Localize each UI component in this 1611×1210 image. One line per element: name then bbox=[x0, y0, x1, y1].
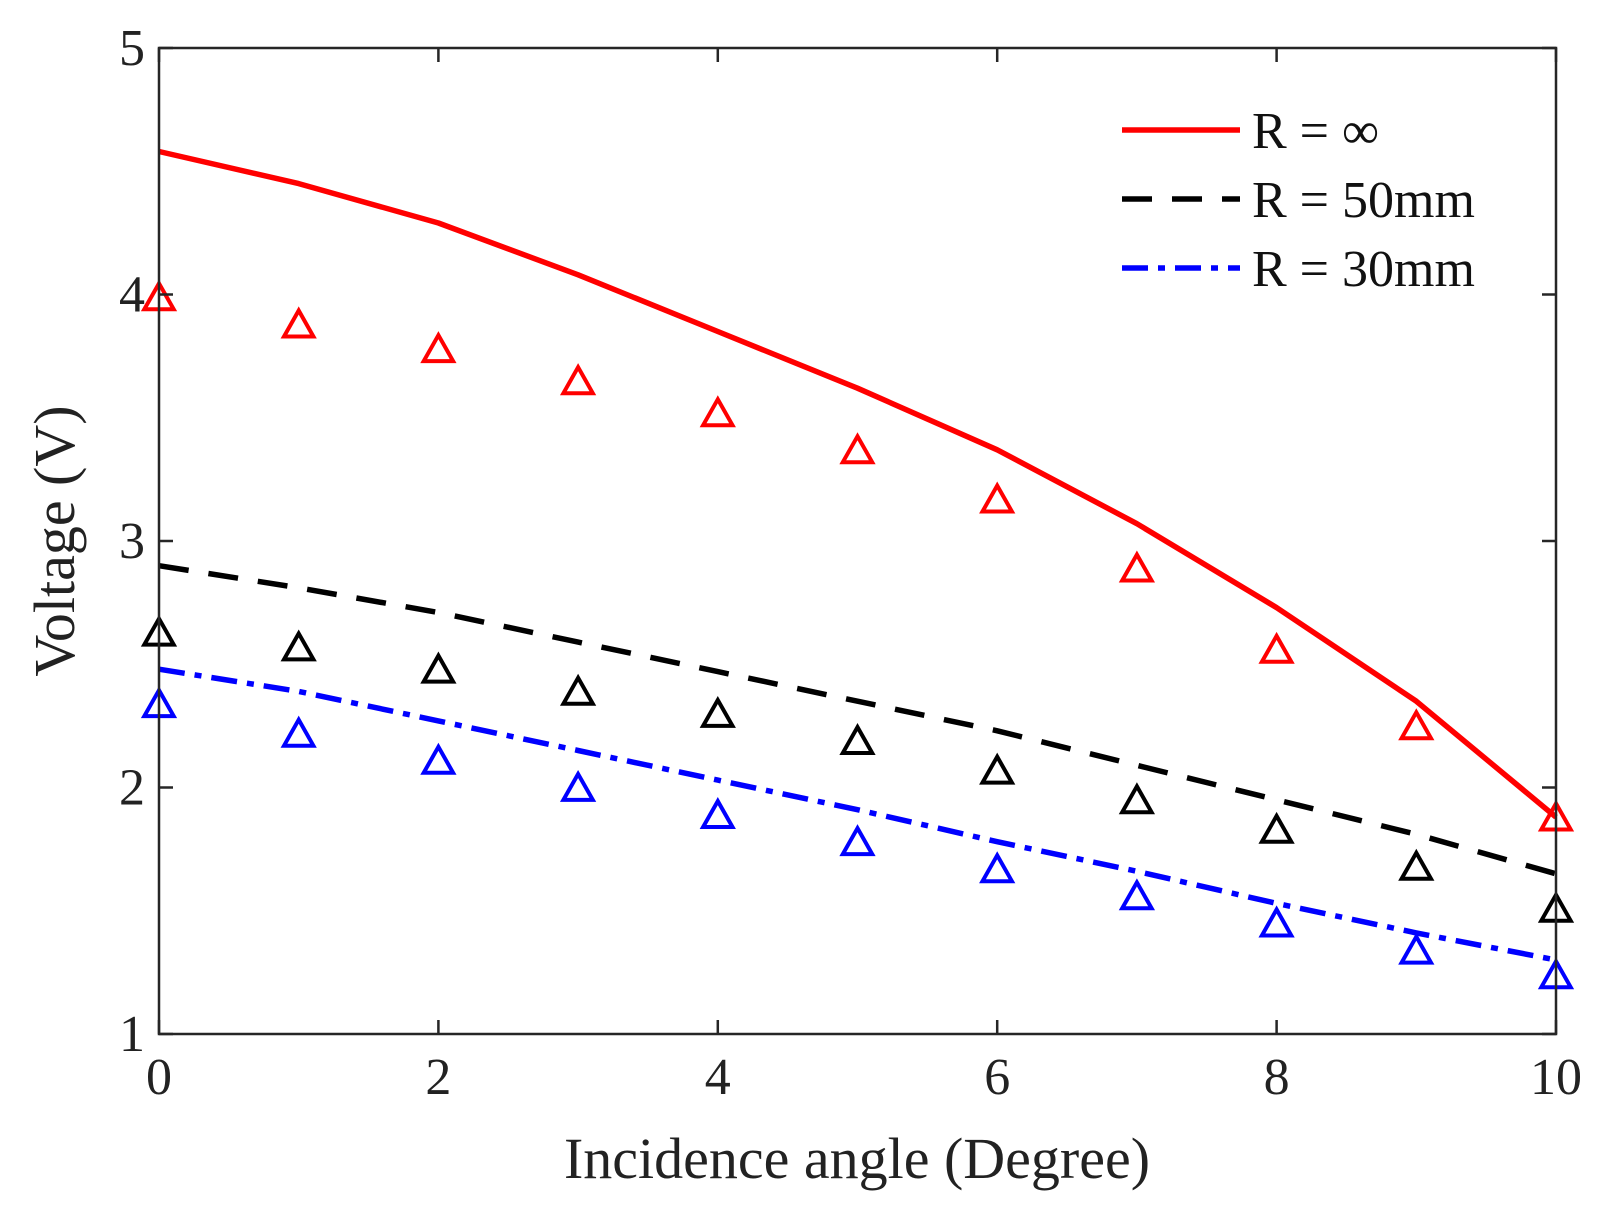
marker-2-2 bbox=[420, 742, 457, 775]
series-line-1 bbox=[158, 562, 1557, 877]
y-tick-label-4: 5 bbox=[119, 20, 145, 77]
legend: R = ∞ R = 50mm R = 30mm bbox=[1122, 103, 1475, 298]
marker-0-9 bbox=[1398, 708, 1435, 741]
x-axis-title: Incidence angle (Degree) bbox=[564, 1126, 1150, 1191]
y-tick-label-0: 1 bbox=[119, 1006, 145, 1063]
y-tick-label-3: 4 bbox=[119, 267, 145, 324]
x-tick-label-3: 6 bbox=[984, 1049, 1010, 1106]
marker-0-5 bbox=[839, 432, 876, 465]
marker-0-6 bbox=[979, 481, 1016, 514]
marker-0-8 bbox=[1258, 631, 1295, 664]
marker-1-9 bbox=[1398, 848, 1435, 881]
series-line-2 bbox=[158, 666, 1557, 963]
marker-0-1 bbox=[280, 306, 317, 339]
y-axis-title: Voltage (V) bbox=[22, 405, 87, 676]
marker-2-3 bbox=[559, 769, 597, 802]
legend-label-2: R = 30mm bbox=[1252, 241, 1475, 298]
marker-2-8 bbox=[1258, 905, 1295, 938]
series-line-0 bbox=[158, 148, 1558, 820]
x-tick-label-5: 10 bbox=[1530, 1049, 1582, 1106]
marker-0-3 bbox=[559, 363, 597, 396]
legend-label-1: R = 50mm bbox=[1252, 172, 1475, 229]
marker-1-7 bbox=[1118, 782, 1156, 815]
marker-2-7 bbox=[1118, 878, 1156, 911]
marker-2-5 bbox=[839, 824, 876, 857]
marker-1-8 bbox=[1258, 811, 1295, 844]
y-tick-label-2: 3 bbox=[119, 513, 145, 570]
marker-2-1 bbox=[280, 715, 317, 748]
x-tick-label-2: 4 bbox=[705, 1049, 731, 1106]
x-tick-label-4: 8 bbox=[1264, 1049, 1290, 1106]
marker-0-4 bbox=[699, 395, 736, 428]
axis-ticks bbox=[157, 46, 1558, 1036]
marker-1-3 bbox=[559, 673, 597, 706]
x-tick-label-1: 2 bbox=[425, 1049, 451, 1106]
x-tick-label-0: 0 bbox=[146, 1049, 172, 1106]
legend-label-0: R = ∞ bbox=[1252, 103, 1379, 160]
series-lines bbox=[158, 148, 1558, 963]
marker-1-4 bbox=[699, 695, 736, 728]
marker-2-4 bbox=[699, 797, 736, 829]
marker-2-6 bbox=[979, 851, 1016, 884]
marker-1-5 bbox=[839, 723, 876, 755]
marker-1-1 bbox=[280, 629, 317, 662]
marker-0-2 bbox=[420, 331, 457, 364]
marker-0-7 bbox=[1118, 550, 1156, 583]
marker-1-6 bbox=[979, 752, 1016, 785]
marker-1-2 bbox=[420, 651, 457, 684]
marker-2-9 bbox=[1398, 932, 1435, 965]
y-tick-label-1: 2 bbox=[119, 760, 145, 817]
